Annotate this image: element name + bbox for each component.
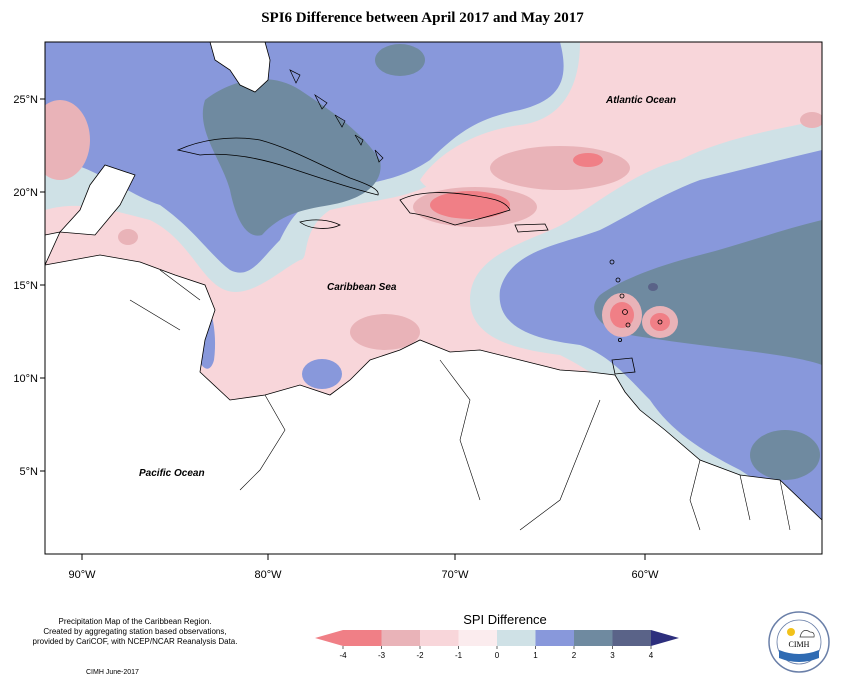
land-florida	[209, 42, 271, 93]
legend-tick-label: 1	[533, 651, 538, 660]
lon-tick-label: 60°W	[631, 569, 659, 581]
credits-line: Precipitation Map of the Caribbean Regio…	[58, 617, 212, 626]
contour-slate-bahamas	[202, 79, 381, 236]
lon-tick-label: 80°W	[254, 569, 282, 581]
footer-credit: CIMH June-2017	[86, 669, 139, 676]
land-jamaica	[299, 219, 341, 229]
land-bahamas	[289, 69, 384, 163]
contour-red-leewards-core	[610, 302, 634, 328]
legend-tick-label: -3	[378, 651, 386, 660]
lat-tick-label: 10°N	[13, 373, 38, 385]
legend-swatch	[381, 630, 420, 646]
contour-red-atlantic-core	[573, 153, 603, 167]
legend-swatch	[612, 630, 651, 646]
contour-blue-panama	[302, 359, 342, 389]
contour-slate-north	[375, 44, 425, 76]
contour-pink-florida	[45, 100, 90, 180]
land-puerto-rico	[514, 223, 549, 233]
legend-swatch	[458, 630, 497, 646]
cimh-logo: CIMH	[768, 611, 830, 673]
lat-tick-label: 5°N	[20, 466, 39, 478]
lon-axis: 90°W 80°W 70°W 60°W	[68, 554, 659, 581]
land-central-america	[45, 164, 822, 554]
legend-swatch	[535, 630, 574, 646]
credits-line: Created by aggregating station based obs…	[43, 627, 227, 636]
legend-swatch	[420, 630, 459, 646]
legend-tick-label: -1	[455, 651, 463, 660]
lat-tick-label: 20°N	[13, 187, 38, 199]
lat-tick-label: 15°N	[13, 280, 38, 292]
logo-text: CIMH	[789, 640, 810, 649]
legend-tick-label: 3	[610, 651, 615, 660]
map-title: SPI6 Difference between April 2017 and M…	[261, 10, 584, 26]
legend-tick-label: 0	[495, 651, 500, 660]
atlantic-ocean-label: Atlantic Ocean	[605, 95, 676, 106]
legend-tick-label: -2	[416, 651, 424, 660]
map-panel: Atlantic Ocean Caribbean Sea Pacific Oce…	[45, 42, 822, 554]
contour-pink-ne-corner	[800, 112, 822, 128]
lat-axis: 25°N 20°N 15°N 10°N 5°N	[13, 94, 45, 478]
legend-title: SPI Difference	[463, 612, 547, 627]
map-frame	[44, 41, 823, 555]
sun-icon	[787, 628, 795, 636]
legend-swatch	[574, 630, 613, 646]
legend-swatch	[497, 630, 536, 646]
contour-pink-colombia-coast	[350, 314, 420, 350]
contour-red-atlantic	[490, 146, 630, 190]
legend-tick-label: 4	[649, 651, 654, 660]
legend-tick-label: -4	[339, 651, 347, 660]
contour-red-barbados-core	[650, 313, 670, 331]
land-trinidad	[611, 357, 636, 375]
contour-dark-spot	[648, 283, 658, 291]
credits-block: Precipitation Map of the Caribbean Regio…	[20, 617, 250, 647]
legend-swatch	[651, 630, 679, 646]
caribbean-sea-label: Caribbean Sea	[327, 282, 397, 293]
land-hispaniola	[399, 192, 511, 226]
country-borders	[129, 269, 791, 531]
legend-colorbar: -4 -3 -2 -1 0 1 2 3 4	[315, 630, 679, 660]
contour-pink-belize	[118, 229, 138, 245]
lon-tick-label: 90°W	[68, 569, 96, 581]
legend-swatch	[343, 630, 382, 646]
pacific-ocean-label: Pacific Ocean	[139, 468, 205, 479]
land-lesser-antilles	[609, 259, 663, 342]
lon-tick-label: 70°W	[441, 569, 469, 581]
contour-red-hispaniola-core	[430, 191, 510, 219]
contour-slate-guyana	[750, 430, 820, 480]
legend-tick-label: 2	[572, 651, 577, 660]
lat-tick-label: 25°N	[13, 94, 38, 106]
land-cuba	[176, 137, 379, 196]
cloud-icon	[799, 630, 815, 638]
credits-line: provided by CariCOF, with NCEP/NCAR Rean…	[32, 637, 238, 646]
legend-swatch	[315, 630, 343, 646]
